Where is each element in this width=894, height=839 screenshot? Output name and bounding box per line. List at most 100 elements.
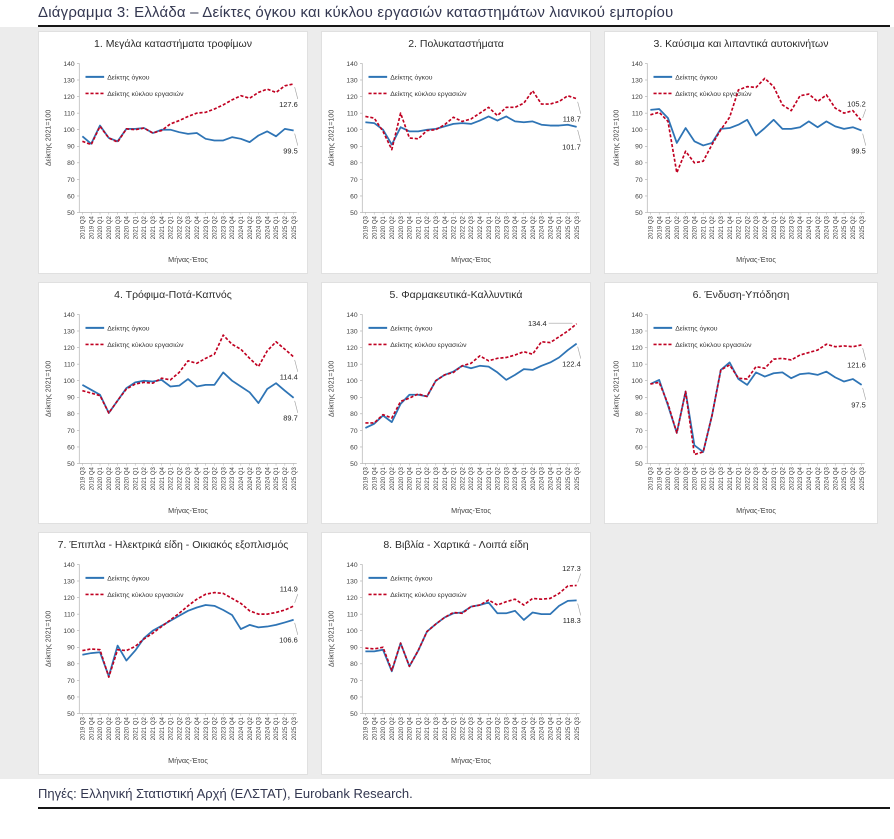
svg-text:2021 Q2: 2021 Q2 [425,717,431,741]
svg-text:2021 Q1: 2021 Q1 [416,717,422,741]
svg-text:2022 Q2: 2022 Q2 [745,216,751,240]
svg-text:114.4: 114.4 [280,372,298,381]
svg-text:90: 90 [635,144,643,151]
svg-text:2022 Q3: 2022 Q3 [754,466,760,490]
legend-volume-label: Δείκτης όγκου [107,73,150,81]
svg-text:2024 Q1: 2024 Q1 [239,216,245,240]
svg-text:130: 130 [631,77,642,84]
svg-text:100: 100 [63,628,74,635]
svg-text:2021 Q4: 2021 Q4 [443,216,449,240]
svg-text:2019 Q4: 2019 Q4 [372,466,378,490]
svg-text:2020 Q1: 2020 Q1 [666,216,672,240]
svg-text:2021 Q4: 2021 Q4 [160,466,166,490]
svg-text:2023 Q2: 2023 Q2 [781,216,787,240]
svg-text:2022 Q4: 2022 Q4 [478,717,484,741]
y-axis-title: Δείκτης 2021=100 [612,110,620,167]
chart-title: 1. Μεγάλα καταστήματα τροφίμων [94,38,252,50]
svg-text:2022 Q3: 2022 Q3 [186,466,192,490]
svg-text:90: 90 [350,394,358,401]
svg-text:80: 80 [350,661,358,668]
svg-text:60: 60 [350,193,358,200]
svg-text:106.6: 106.6 [279,636,298,645]
svg-text:2021 Q3: 2021 Q3 [151,466,157,490]
svg-text:2022 Q3: 2022 Q3 [186,717,192,741]
svg-text:2020 Q1: 2020 Q1 [98,717,104,741]
svg-text:2019 Q3: 2019 Q3 [81,466,87,490]
svg-text:2021 Q3: 2021 Q3 [151,717,157,741]
svg-text:2021 Q4: 2021 Q4 [160,717,166,741]
legend-turnover-label: Δείκτης κύκλου εργασιών [675,340,752,348]
svg-text:2023 Q2: 2023 Q2 [496,717,502,741]
svg-text:2019 Q3: 2019 Q3 [364,466,370,490]
svg-text:2023 Q4: 2023 Q4 [513,466,519,490]
svg-text:2021 Q4: 2021 Q4 [160,216,166,240]
legend-turnover-label: Δείκτης κύκλου εργασιών [390,90,467,98]
y-axis-title: Δείκτης 2021=100 [327,110,335,167]
svg-text:2019 Q4: 2019 Q4 [657,216,663,240]
legend-volume-label: Δείκτης όγκου [675,73,718,81]
legend-turnover-label: Δείκτης κύκλου εργασιών [390,591,467,599]
turnover-line [82,333,295,414]
chart-title: 2. Πολυκαταστήματα [408,38,504,50]
svg-text:140: 140 [63,562,74,569]
svg-text:2020 Q3: 2020 Q3 [399,216,405,240]
y-axis-title: Δείκτης 2021=100 [327,611,335,668]
end-value-label: 114.9 [280,585,299,604]
svg-text:2020 Q4: 2020 Q4 [693,466,699,490]
svg-text:2022 Q2: 2022 Q2 [460,466,466,490]
turnover-line [650,342,862,455]
svg-text:2022 Q2: 2022 Q2 [177,216,183,240]
svg-text:80: 80 [67,160,75,167]
svg-text:2024 Q3: 2024 Q3 [825,466,831,490]
volume-line [81,124,294,145]
svg-text:118.3: 118.3 [563,616,581,625]
svg-text:2019 Q3: 2019 Q3 [649,216,655,240]
chart-panel: 2. Πολυκαταστήματα 50 60 70 80 90 100 110 120 13… [321,31,591,274]
svg-text:2020 Q3: 2020 Q3 [116,466,122,490]
svg-text:2023 Q1: 2023 Q1 [772,466,778,490]
svg-text:2024 Q2: 2024 Q2 [531,466,537,490]
svg-text:2023 Q3: 2023 Q3 [221,216,227,240]
svg-text:70: 70 [350,177,358,184]
svg-text:2021 Q3: 2021 Q3 [151,216,157,240]
svg-text:2023 Q1: 2023 Q1 [772,216,778,240]
svg-text:2025 Q2: 2025 Q2 [566,216,572,240]
svg-text:2024 Q2: 2024 Q2 [248,216,254,240]
legend: Δείκτης όγκου Δείκτης κύκλου εργασιών [653,324,752,348]
chart-title: 6. Ένδυση-Υπόδηση [692,288,790,301]
sources-note: Πηγές: Ελληνική Στατιστική Αρχή (ΕΛΣΤΑΤ)… [38,785,413,801]
svg-text:97.5: 97.5 [851,400,865,409]
x-axis-ticks: 2019 Q3 2019 Q4 2020 Q1 2020 Q2 2020 Q3 2020 … [364,713,581,741]
svg-text:50: 50 [635,210,643,217]
svg-text:2019 Q4: 2019 Q4 [372,216,378,240]
svg-text:2024 Q3: 2024 Q3 [540,717,546,741]
svg-text:120: 120 [346,94,357,101]
svg-text:2022 Q3: 2022 Q3 [469,216,475,240]
svg-text:2025 Q1: 2025 Q1 [274,216,280,240]
svg-text:2020 Q2: 2020 Q2 [107,466,113,490]
svg-text:2022 Q4: 2022 Q4 [195,216,201,240]
axes [361,313,580,464]
chart-panel: 6. Ένδυση-Υπόδηση 50 60 70 80 90 100 110 120 130… [604,281,878,525]
end-value-label: 122.4 [562,346,582,368]
svg-text:130: 130 [63,578,74,585]
legend-volume-label: Δείκτης όγκου [390,574,433,582]
svg-text:2019 Q3: 2019 Q3 [649,466,655,490]
svg-text:2020 Q3: 2020 Q3 [116,216,122,240]
svg-text:2023 Q2: 2023 Q2 [496,216,502,240]
legend-turnover-label: Δείκτης κύκλου εργασιών [107,90,184,98]
volume-line [650,108,862,147]
svg-text:2023 Q4: 2023 Q4 [230,717,236,741]
svg-text:121.6: 121.6 [847,360,866,369]
x-axis-title: Μήνας-Έτος [736,506,776,515]
svg-text:2024 Q4: 2024 Q4 [548,466,554,490]
svg-text:70: 70 [635,427,643,434]
svg-text:60: 60 [67,694,75,701]
svg-text:2022 Q1: 2022 Q1 [169,216,175,240]
chart-title: 7. Έπιπλα - Ηλεκτρικά είδη - Οικιακός εξ… [57,539,289,552]
svg-text:105.2: 105.2 [847,100,866,109]
legend-turnover-label: Δείκτης κύκλου εργασιών [675,90,752,98]
